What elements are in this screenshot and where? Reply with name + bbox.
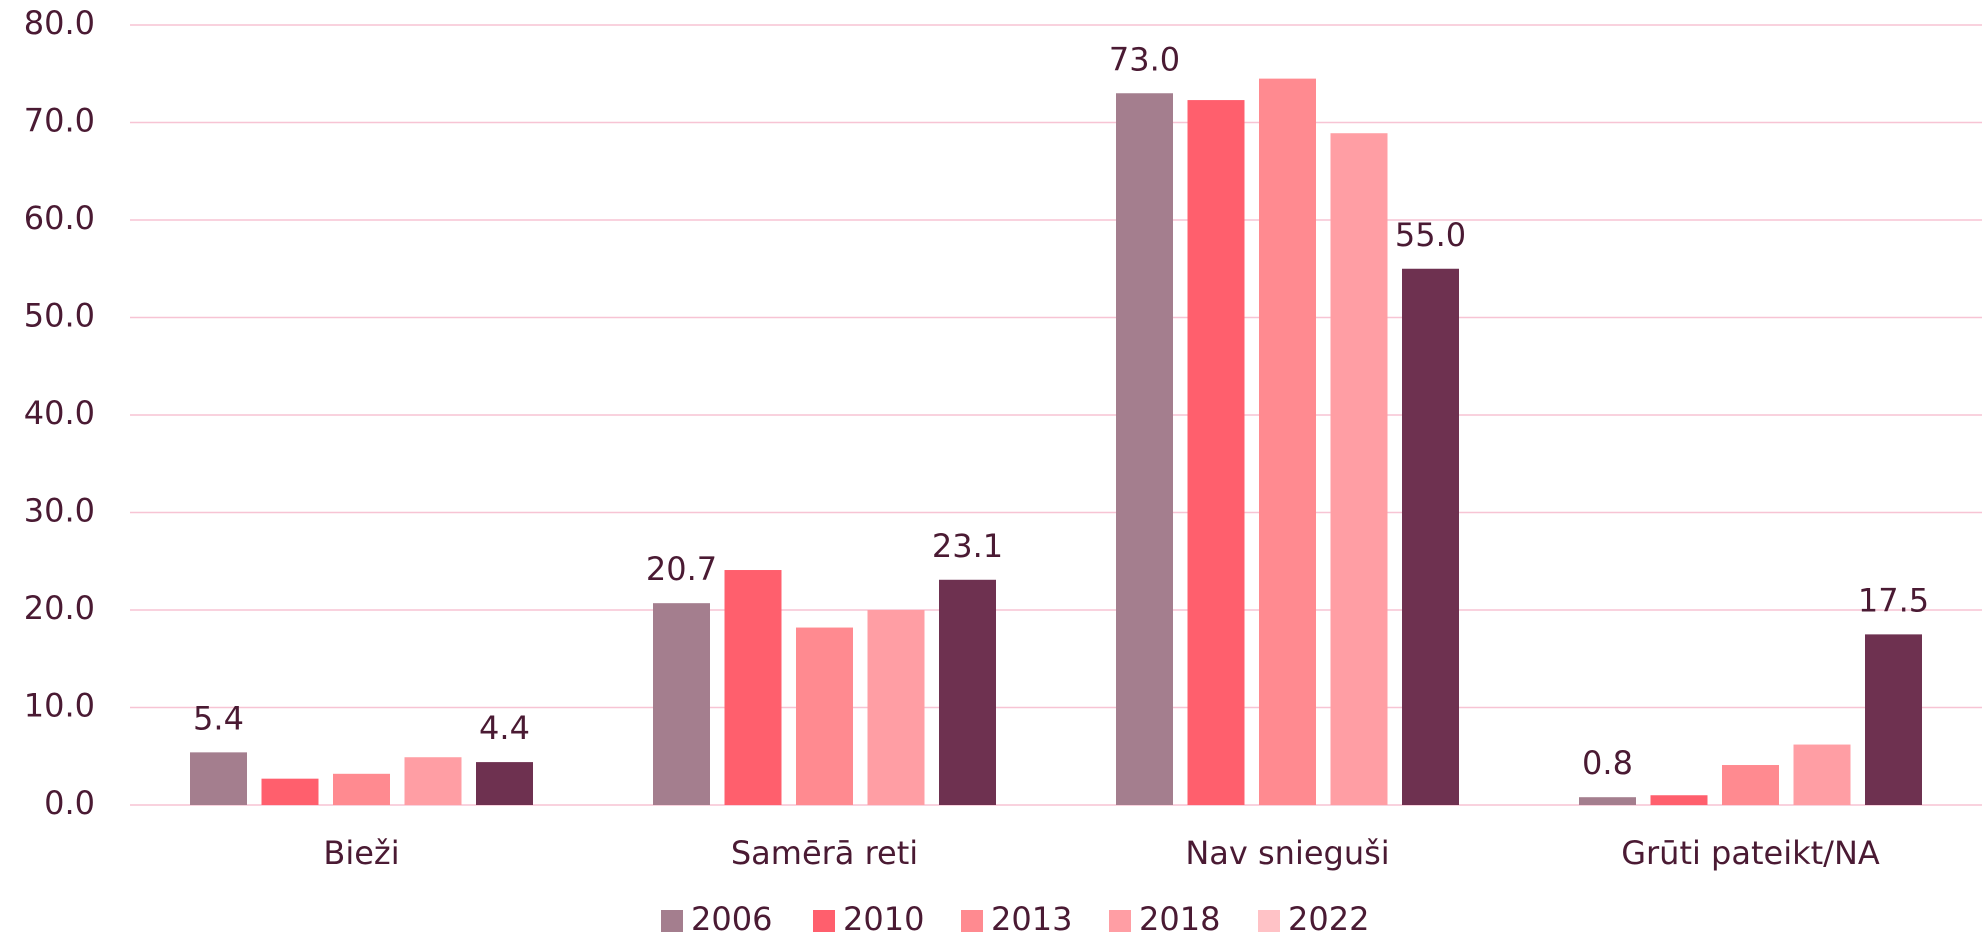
legend-swatch [1258, 910, 1280, 932]
legend-swatch [661, 910, 683, 932]
legend-label: 2013 [991, 900, 1072, 937]
data-label: 23.1 [932, 527, 1003, 565]
y-tick-label: 0.0 [44, 784, 95, 822]
bar [796, 627, 853, 805]
bar [1259, 78, 1316, 805]
y-tick-label: 70.0 [24, 102, 95, 140]
bar [1330, 133, 1388, 806]
y-tick-label: 20.0 [24, 589, 95, 627]
y-tick-label: 10.0 [24, 687, 95, 725]
bar [653, 603, 710, 805]
legend-swatch [1109, 910, 1131, 932]
bar [1650, 795, 1708, 805]
x-tick-label: Bieži [323, 834, 399, 872]
data-label: 4.4 [479, 709, 530, 747]
data-label: 55.0 [1395, 216, 1466, 254]
x-tick-label: Samērā reti [731, 834, 918, 872]
bar [724, 570, 782, 805]
bar [333, 773, 390, 805]
y-tick-label: 40.0 [24, 394, 95, 432]
bar [939, 579, 996, 805]
bar [867, 610, 925, 805]
data-label: 73.0 [1109, 40, 1180, 78]
bar [476, 762, 533, 805]
y-tick-label: 80.0 [24, 4, 95, 42]
legend-label: 2022 [1288, 900, 1369, 937]
data-label: 5.4 [193, 699, 244, 737]
legend-swatch [813, 910, 835, 932]
y-tick-label: 50.0 [24, 297, 95, 335]
y-tick-label: 30.0 [24, 492, 95, 530]
bar [1579, 797, 1636, 805]
bar [190, 752, 247, 805]
bar [1722, 765, 1779, 805]
legend-label: 2018 [1139, 900, 1220, 937]
x-tick-label: Nav snieguši [1185, 834, 1389, 872]
legend-swatch [961, 910, 983, 932]
bar [1793, 744, 1851, 805]
bar [1116, 93, 1173, 805]
x-tick-label: Grūti pateikt/NA [1621, 834, 1880, 872]
bar [1865, 634, 1922, 805]
data-label: 20.7 [646, 550, 717, 588]
bar [261, 778, 319, 805]
data-label: 17.5 [1858, 581, 1929, 619]
bar [404, 757, 462, 805]
legend-label: 2010 [843, 900, 924, 937]
legend-label: 2006 [691, 900, 772, 937]
bar [1402, 268, 1459, 805]
bar [1187, 100, 1245, 805]
data-label: 0.8 [1582, 744, 1633, 782]
y-tick-label: 60.0 [24, 199, 95, 237]
